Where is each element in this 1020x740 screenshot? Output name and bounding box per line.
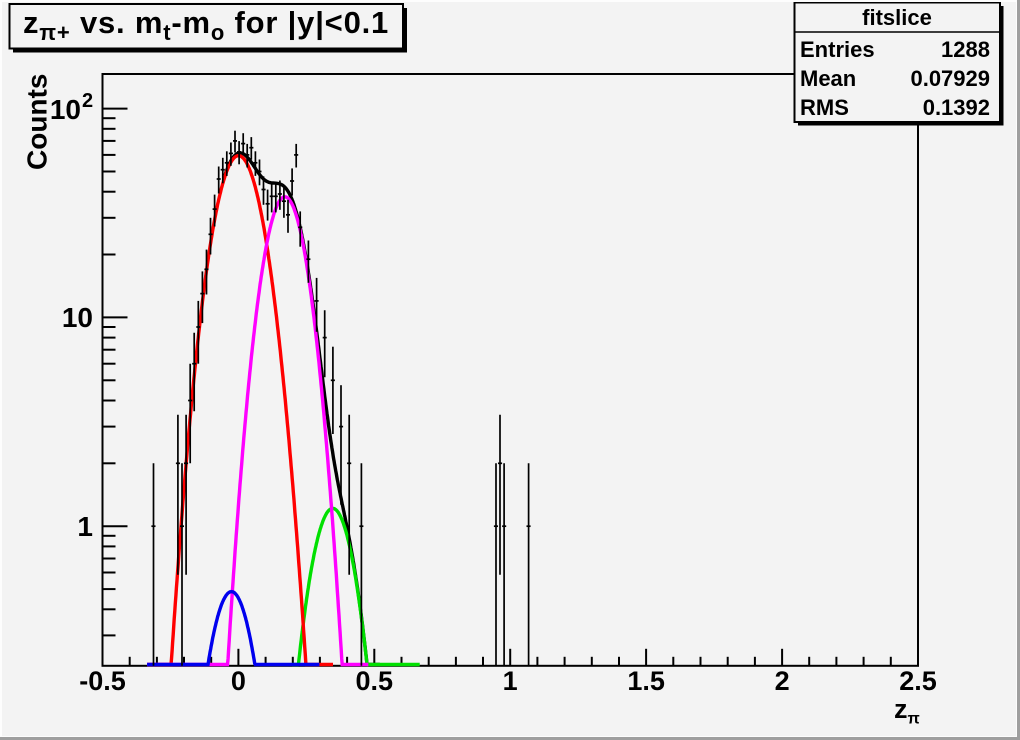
svg-text:zπ: zπ <box>894 694 920 728</box>
svg-text:Entries: Entries <box>800 37 875 62</box>
svg-text:1288: 1288 <box>941 37 990 62</box>
svg-text:2.5: 2.5 <box>899 666 937 696</box>
svg-text:0.07929: 0.07929 <box>910 66 990 91</box>
svg-text:2: 2 <box>82 90 93 112</box>
svg-text:zπ+ vs. mt-mo for |y|<0.1: zπ+ vs. mt-mo for |y|<0.1 <box>23 5 389 45</box>
svg-text:Counts: Counts <box>22 74 53 170</box>
svg-text:Mean: Mean <box>800 66 856 91</box>
svg-text:RMS: RMS <box>800 95 849 120</box>
svg-text:0.5: 0.5 <box>356 666 394 696</box>
svg-text:-0.5: -0.5 <box>79 666 126 696</box>
svg-text:1: 1 <box>77 511 93 542</box>
svg-text:10: 10 <box>50 94 81 125</box>
svg-text:fitslice: fitslice <box>862 5 932 30</box>
svg-text:0: 0 <box>231 666 246 696</box>
svg-text:10: 10 <box>62 302 93 333</box>
svg-text:0.1392: 0.1392 <box>923 95 990 120</box>
svg-text:1: 1 <box>503 666 518 696</box>
svg-text:2: 2 <box>775 666 790 696</box>
svg-text:1.5: 1.5 <box>627 666 665 696</box>
